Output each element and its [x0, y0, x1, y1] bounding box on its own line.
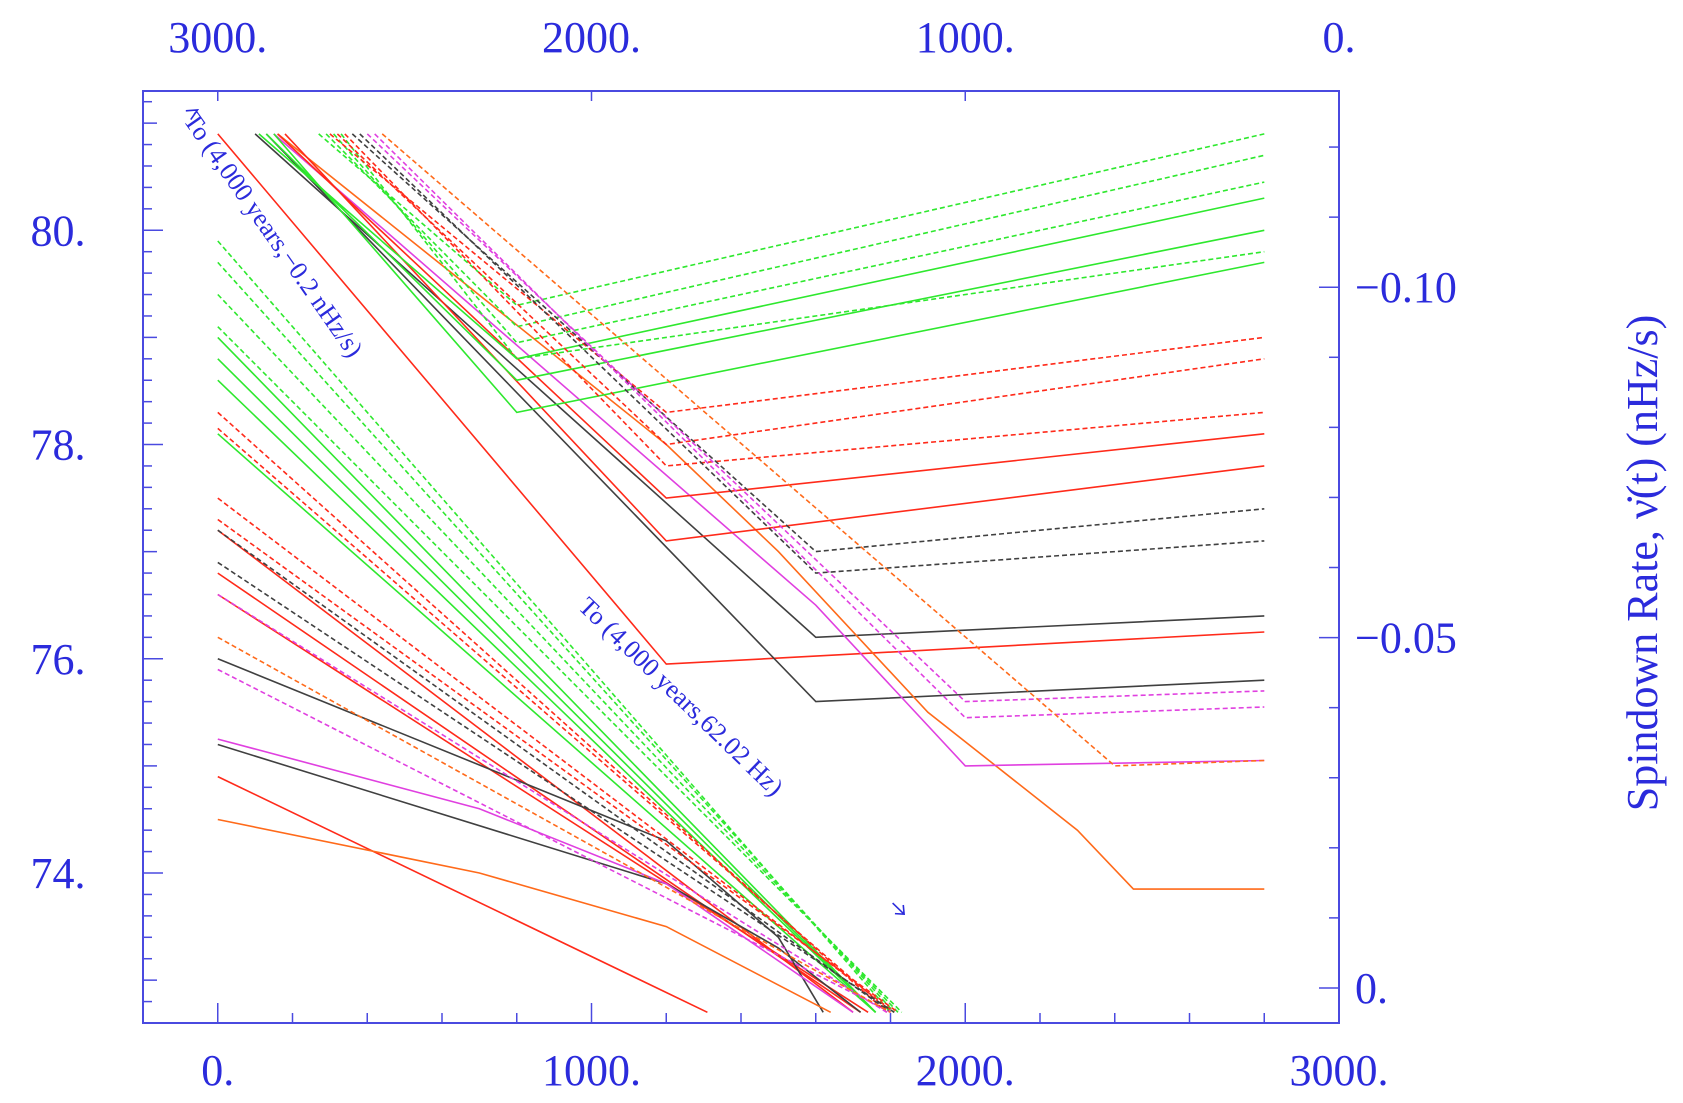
series-line-33	[217, 379, 877, 1013]
series-line-13	[332, 133, 1265, 344]
series-line-17	[344, 133, 1265, 467]
annotation-2: To (4,000 years,62.02 Hz)	[573, 591, 906, 916]
series-line-7	[284, 133, 1265, 542]
y-tick-label: 78.	[31, 421, 86, 470]
series-line-35	[217, 240, 892, 1013]
series-line-28	[217, 743, 862, 1013]
series-line-30	[217, 738, 854, 1013]
annotation-2-text: To (4,000 years,62.02 Hz)	[573, 591, 789, 801]
series-line-12	[325, 133, 1265, 328]
y2-tick-label: 0.	[1355, 964, 1388, 1013]
series-line-1	[217, 133, 1265, 665]
labels-layer: 0. 1000. 2000. 3000. 3000. 2000. 1000. 0. 74. 76.…	[31, 13, 1457, 1095]
series-line-31	[217, 336, 877, 1013]
series-line-46	[217, 668, 891, 1014]
series-line-14	[340, 133, 1265, 360]
series-layer	[217, 133, 1265, 1014]
series-line-22	[381, 133, 1265, 767]
series-line-37	[217, 293, 899, 1013]
right-axis-title: Spindown Rate, ν̇(t) (nHz/s)	[1618, 315, 1667, 811]
series-line-44	[217, 561, 895, 1013]
x2-tick-label: 1000.	[916, 13, 1015, 62]
series-line-32	[217, 358, 877, 1013]
series-line-45	[217, 593, 888, 1013]
series-line-6	[277, 133, 1265, 499]
series-line-24	[217, 529, 854, 1013]
y-tick-label: 74.	[31, 849, 86, 898]
series-line-36	[217, 261, 895, 1013]
series-line-10	[273, 133, 1265, 414]
series-line-23	[217, 775, 708, 1014]
x-tick-label: 0.	[201, 1046, 234, 1095]
series-line-40	[217, 427, 892, 1013]
series-line-8	[258, 133, 1265, 360]
series-line-9	[265, 133, 1265, 382]
x-tick-label: 2000.	[916, 1046, 1015, 1095]
x2-tick-label: 3000.	[168, 13, 267, 62]
series-line-27	[217, 658, 824, 1013]
series-line-16	[336, 133, 1265, 446]
series-line-5	[273, 133, 1265, 767]
y2-tick-label: −0.10	[1355, 263, 1457, 312]
y-tick-label: 80.	[31, 206, 86, 255]
y-tick-label: 76.	[31, 635, 86, 684]
annotation-2-arrow-icon	[892, 902, 906, 916]
series-line-38	[217, 326, 903, 1013]
series-line-15	[329, 133, 1265, 414]
x-tick-label: 3000.	[1290, 1046, 1389, 1095]
series-line-21	[374, 133, 1265, 719]
series-line-29	[217, 818, 832, 1014]
series-line-42	[217, 518, 899, 1013]
series-line-19	[359, 133, 1265, 574]
series-line-47	[217, 636, 891, 1013]
x2-tick-label: 0.	[1323, 13, 1356, 62]
series-line-3	[265, 133, 1265, 703]
series-line-20	[366, 133, 1265, 703]
x2-tick-label: 2000.	[542, 13, 641, 62]
series-line-43	[217, 529, 891, 1013]
series-line-41	[217, 497, 895, 1013]
ticks-layer	[142, 91, 1340, 1023]
x-tick-label: 1000.	[542, 1046, 641, 1095]
series-line-26	[217, 593, 869, 1013]
y2-tick-label: −0.05	[1355, 614, 1457, 663]
annotation-1-arrow-icon	[185, 109, 200, 121]
series-line-18	[351, 133, 1265, 553]
